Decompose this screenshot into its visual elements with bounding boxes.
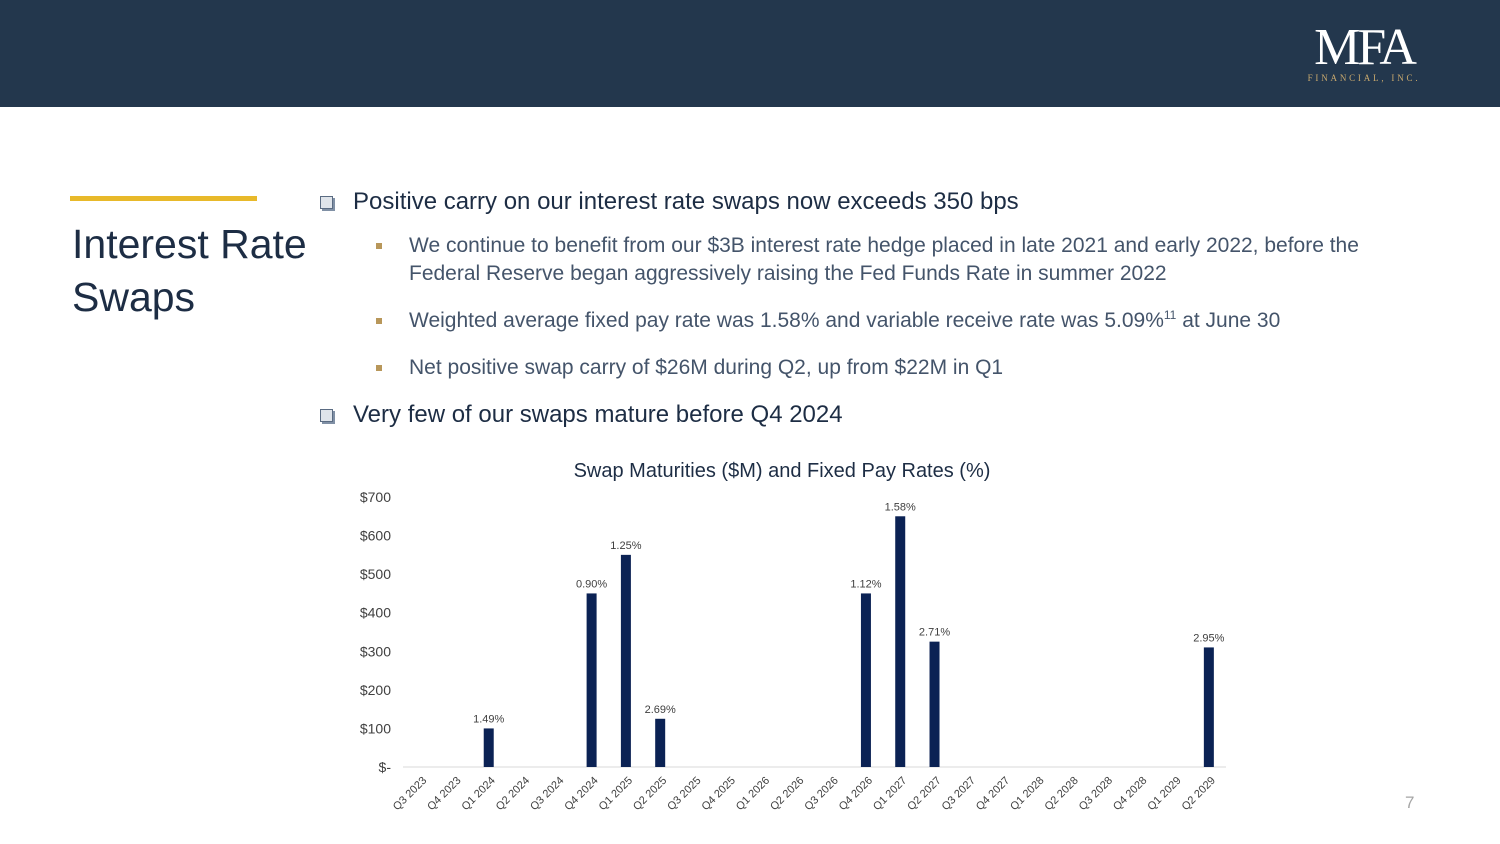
x-tick-label: Q3 2027 (940, 775, 978, 813)
square-bullet-icon (376, 318, 382, 324)
x-tick-label: Q4 2026 (837, 775, 875, 813)
x-tick-label: Q3 2024 (528, 775, 566, 813)
logo-subtitle: FINANCIAL, INC. (1307, 73, 1421, 83)
header-bar: MFA FINANCIAL, INC. (0, 0, 1500, 107)
y-tick-label: $200 (360, 682, 391, 698)
title-accent-line (70, 196, 257, 201)
slide-title: Interest Rate Swaps (72, 221, 307, 320)
sub-bullet-text: We continue to benefit from our $3B inte… (409, 234, 1359, 285)
x-tick-label: Q2 2027 (905, 775, 943, 813)
x-tick-label: Q2 2025 (631, 775, 669, 813)
data-label: 1.58% (885, 501, 916, 513)
sub-bullet-text: Weighted average fixed pay rate was 1.58… (409, 309, 1164, 332)
x-tick-label: Q4 2028 (1111, 775, 1149, 813)
bar (483, 728, 494, 767)
data-label: 2.71% (919, 627, 950, 639)
checkbox-bullet-icon (320, 196, 333, 209)
square-bullet-icon (376, 365, 382, 371)
square-bullet-icon (376, 243, 382, 249)
y-tick-label: $600 (360, 528, 391, 544)
data-label: 1.12% (850, 578, 881, 590)
bar (655, 718, 666, 767)
y-tick-label: $700 (360, 489, 391, 505)
y-tick-label: $- (379, 759, 392, 775)
sub-bullet-rates: Weighted average fixed pay rate was 1.58… (318, 307, 1418, 335)
bullet-positive-carry: Positive carry on our interest rate swap… (318, 186, 1418, 218)
x-tick-label: Q2 2029 (1180, 775, 1218, 813)
checkbox-bullet-icon (320, 409, 333, 422)
data-label: 2.95% (1193, 632, 1224, 644)
x-tick-label: Q3 2025 (665, 775, 703, 813)
x-tick-label: Q1 2025 (597, 775, 635, 813)
x-tick-label: Q4 2024 (562, 775, 600, 813)
bullet-maturities: Very few of our swaps mature before Q4 2… (318, 399, 1418, 431)
x-tick-label: Q1 2029 (1145, 775, 1183, 813)
bar (1203, 647, 1214, 767)
x-tick-label: Q1 2028 (1008, 775, 1046, 813)
y-tick-label: $500 (360, 566, 391, 582)
x-tick-label: Q1 2027 (871, 775, 909, 813)
data-label: 2.69% (645, 704, 676, 716)
x-tick-label: Q2 2028 (1042, 775, 1080, 813)
x-tick-label: Q4 2025 (700, 775, 738, 813)
bar (895, 516, 906, 767)
y-tick-label: $300 (360, 643, 391, 659)
y-tick-label: $400 (360, 605, 391, 621)
x-tick-label: Q3 2028 (1077, 775, 1115, 813)
sub-bullet-carry: Net positive swap carry of $26M during Q… (318, 354, 1418, 382)
sub-bullet-hedge: We continue to benefit from our $3B inte… (318, 232, 1418, 288)
page-number: 7 (1405, 793, 1415, 812)
x-tick-label: Q1 2024 (460, 775, 498, 813)
bar (929, 641, 940, 767)
bar (860, 593, 871, 767)
data-label: 1.25% (610, 540, 641, 552)
bullet-text: Very few of our swaps mature before Q4 2… (353, 401, 843, 428)
data-label: 0.90% (576, 578, 607, 590)
x-tick-label: Q4 2023 (425, 775, 463, 813)
bar (620, 554, 631, 767)
x-tick-label: Q2 2024 (494, 775, 532, 813)
x-tick-label: Q2 2026 (768, 775, 806, 813)
y-tick-label: $100 (360, 720, 391, 736)
footnote-ref: 11 (1163, 308, 1177, 322)
sub-bullet-text-tail: at June 30 (1176, 309, 1281, 332)
bar (586, 593, 597, 767)
data-label: 1.49% (473, 713, 504, 725)
sub-bullet-text: Net positive swap carry of $26M during Q… (409, 356, 1004, 379)
x-tick-label: Q1 2026 (734, 775, 772, 813)
company-logo: MFA FINANCIAL, INC. (1300, 19, 1428, 84)
logo-mark: MFA (1314, 19, 1417, 76)
chart-title: Swap Maturities ($M) and Fixed Pay Rates… (573, 460, 991, 482)
x-tick-label: Q3 2023 (391, 775, 429, 813)
x-tick-label: Q4 2027 (974, 775, 1012, 813)
x-tick-label: Q3 2026 (802, 775, 840, 813)
bullet-list: Positive carry on our interest rate swap… (318, 186, 1418, 431)
bullet-text: Positive carry on our interest rate swap… (353, 188, 1019, 215)
